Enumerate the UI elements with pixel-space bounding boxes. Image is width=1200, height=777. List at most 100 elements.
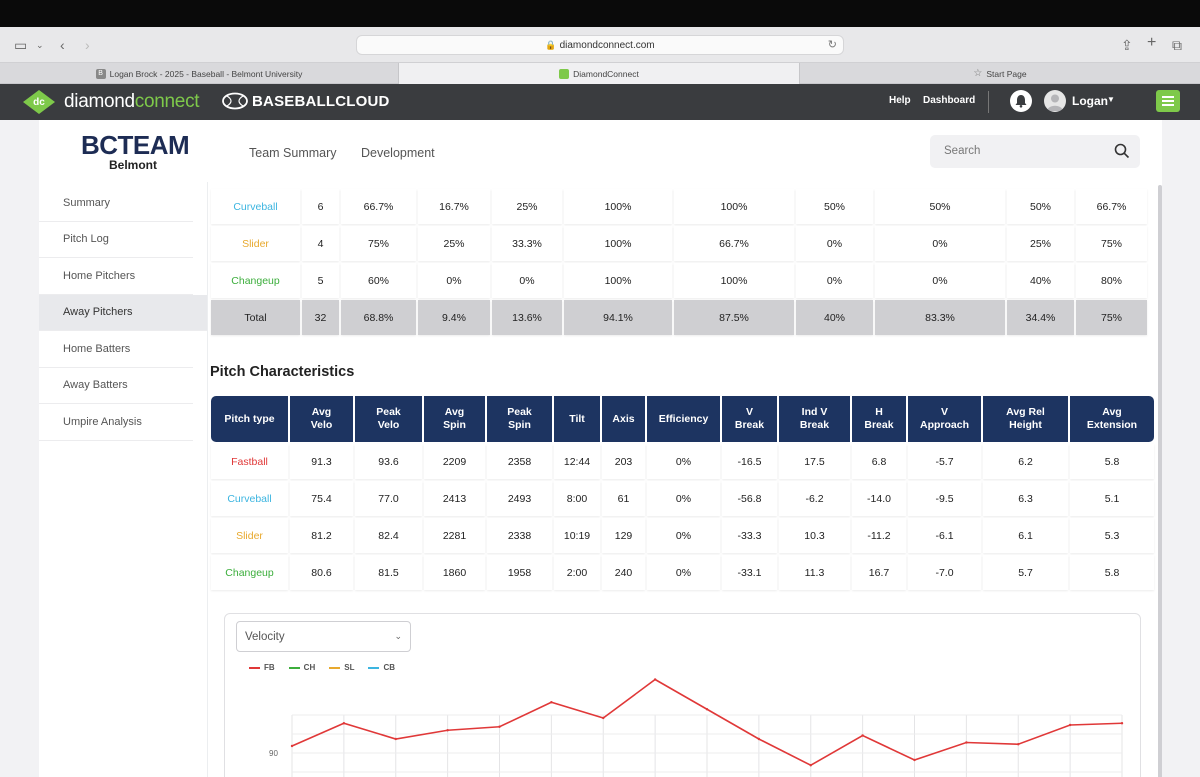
metric-select-value: Velocity: [245, 631, 285, 643]
column-header[interactable]: Peak Velo: [355, 396, 422, 442]
column-header[interactable]: Avg Spin: [424, 396, 485, 442]
table-row: Curveball 6 66.7% 16.7% 25% 100% 100% 50% 50% 50%…: [211, 189, 1147, 224]
table-cell: 100%: [564, 226, 672, 261]
sidebar-toggle-icon[interactable]: ▭: [14, 37, 28, 53]
data-point-fb[interactable]: [498, 725, 501, 728]
data-point-fb[interactable]: [290, 744, 294, 748]
data-point-fb[interactable]: [394, 737, 397, 741]
pitch-type-cell: Curveball: [211, 189, 300, 224]
user-avatar[interactable]: [1044, 90, 1066, 112]
legend-label: CB: [383, 663, 396, 672]
browser-tab-diamondconnect[interactable]: DiamondConnect: [399, 63, 800, 84]
column-header[interactable]: Efficiency: [647, 396, 720, 442]
user-name[interactable]: Logan: [1072, 94, 1108, 108]
column-header-text: Approach: [919, 419, 969, 431]
table-cell: 100%: [564, 263, 672, 298]
search-input[interactable]: Search: [930, 135, 1140, 168]
bell-icon: [1015, 95, 1027, 108]
table-cell: 75%: [1076, 300, 1147, 335]
diamondconnect-logo-icon[interactable]: dc: [22, 89, 56, 115]
brand-wordmark[interactable]: diamondconnect: [64, 91, 200, 113]
help-link[interactable]: Help: [889, 95, 911, 106]
brand-part-b: connect: [134, 91, 200, 112]
data-point-fb[interactable]: [602, 716, 605, 720]
caret-down-icon[interactable]: ▼: [1107, 95, 1115, 104]
table-cell: 81.5: [355, 555, 422, 590]
table-cell: 0%: [647, 555, 720, 590]
data-point-fb[interactable]: [342, 722, 346, 725]
data-point-fb[interactable]: [1017, 743, 1020, 746]
search-icon[interactable]: [1114, 143, 1130, 159]
sidebar-item-away-batters[interactable]: Away Batters: [39, 368, 193, 404]
reload-icon[interactable]: ↻: [827, 39, 837, 51]
legend-item-cb[interactable]: CB: [368, 663, 395, 672]
legend-item-ch[interactable]: CH: [288, 663, 315, 672]
data-point-fb[interactable]: [446, 729, 449, 732]
column-header[interactable]: Axis: [602, 396, 645, 442]
column-header[interactable]: Peak Spin: [487, 396, 552, 442]
column-header[interactable]: V Approach: [908, 396, 981, 442]
data-point-fb[interactable]: [550, 701, 553, 704]
column-header[interactable]: V Break: [722, 396, 777, 442]
address-bar[interactable]: 🔒 diamondconnect.com ↻: [356, 35, 844, 55]
tab-development[interactable]: Development: [361, 146, 435, 160]
team-name: Belmont: [109, 158, 157, 172]
baseballcloud-icon: [222, 92, 248, 110]
sidebar-item-summary[interactable]: Summary: [39, 185, 193, 222]
data-point-fb[interactable]: [653, 678, 657, 681]
chart-card: 90 Velocity ⌄ FB CH SL CB: [224, 613, 1141, 777]
forward-icon[interactable]: ›: [85, 37, 90, 53]
chevron-down-icon[interactable]: ⌄: [36, 40, 44, 50]
table-cell: 13.6%: [492, 300, 562, 335]
table-cell: 82.4: [355, 518, 422, 553]
column-header[interactable]: Avg Velo: [290, 396, 353, 442]
menu-button[interactable]: [1156, 90, 1180, 112]
column-header[interactable]: H Break: [852, 396, 906, 442]
tab-team-summary[interactable]: Team Summary: [249, 146, 337, 160]
table-cell: 0%: [418, 263, 490, 298]
column-header[interactable]: Avg Rel Height: [983, 396, 1068, 442]
column-header[interactable]: Tilt: [554, 396, 600, 442]
legend-item-fb[interactable]: FB: [249, 663, 275, 672]
browser-tab-start-page[interactable]: ☆ Start Page: [800, 63, 1200, 84]
scrollbar[interactable]: [1158, 185, 1162, 777]
data-point-fb[interactable]: [965, 741, 968, 744]
sidebar-item-home-batters[interactable]: Home Batters: [39, 331, 193, 368]
column-header[interactable]: Pitch type: [211, 396, 288, 442]
data-point-fb[interactable]: [861, 734, 864, 737]
chart-legend: FB CH SL CB: [249, 663, 395, 672]
sidebar-item-away-pitchers[interactable]: Away Pitchers: [39, 294, 207, 331]
data-point-fb[interactable]: [705, 708, 709, 711]
column-header[interactable]: Ind V Break: [779, 396, 850, 442]
data-point-fb[interactable]: [913, 758, 916, 762]
sidebar-item-home-pitchers[interactable]: Home Pitchers: [39, 258, 193, 295]
tab-overview-icon[interactable]: ⧉: [1172, 37, 1182, 53]
data-point-fb[interactable]: [809, 764, 812, 767]
table-cell: 87.5%: [674, 300, 794, 335]
sidebar-item-pitch-log[interactable]: Pitch Log: [39, 222, 193, 258]
legend-item-sl[interactable]: SL: [329, 663, 354, 672]
share-icon[interactable]: ⇪: [1121, 37, 1133, 53]
browser-tab-logan[interactable]: B Logan Brock - 2025 - Baseball - Belmon…: [0, 63, 399, 84]
table-cell: -6.1: [908, 518, 981, 553]
table-cell: 6: [302, 189, 339, 224]
data-point-fb[interactable]: [1120, 722, 1124, 725]
sidebar-item-umpire-analysis[interactable]: Umpire Analysis: [39, 404, 193, 441]
column-header[interactable]: Avg Extension: [1070, 396, 1154, 442]
baseballcloud-logo[interactable]: BASEBALLCLOUD: [222, 92, 390, 110]
new-tab-icon[interactable]: +: [1147, 34, 1157, 51]
column-header-text: Efficiency: [658, 412, 709, 425]
table-cell: 75.4: [290, 481, 353, 516]
notifications-button[interactable]: [1010, 90, 1032, 112]
data-point-fb[interactable]: [1068, 723, 1072, 727]
table-cell: -16.5: [722, 444, 777, 479]
back-icon[interactable]: ‹: [60, 37, 65, 53]
table-cell: 8:00: [554, 481, 600, 516]
lock-icon: 🔒: [545, 40, 557, 50]
dashboard-link[interactable]: Dashboard: [923, 95, 976, 106]
table-row: Slider 4 75% 25% 33.3% 100% 66.7% 0% 0% 25% 75%: [211, 226, 1147, 261]
table-cell: 100%: [564, 189, 672, 224]
table-cell: 77.0: [355, 481, 422, 516]
data-point-fb[interactable]: [757, 737, 761, 741]
metric-select[interactable]: Velocity ⌄: [236, 621, 411, 652]
